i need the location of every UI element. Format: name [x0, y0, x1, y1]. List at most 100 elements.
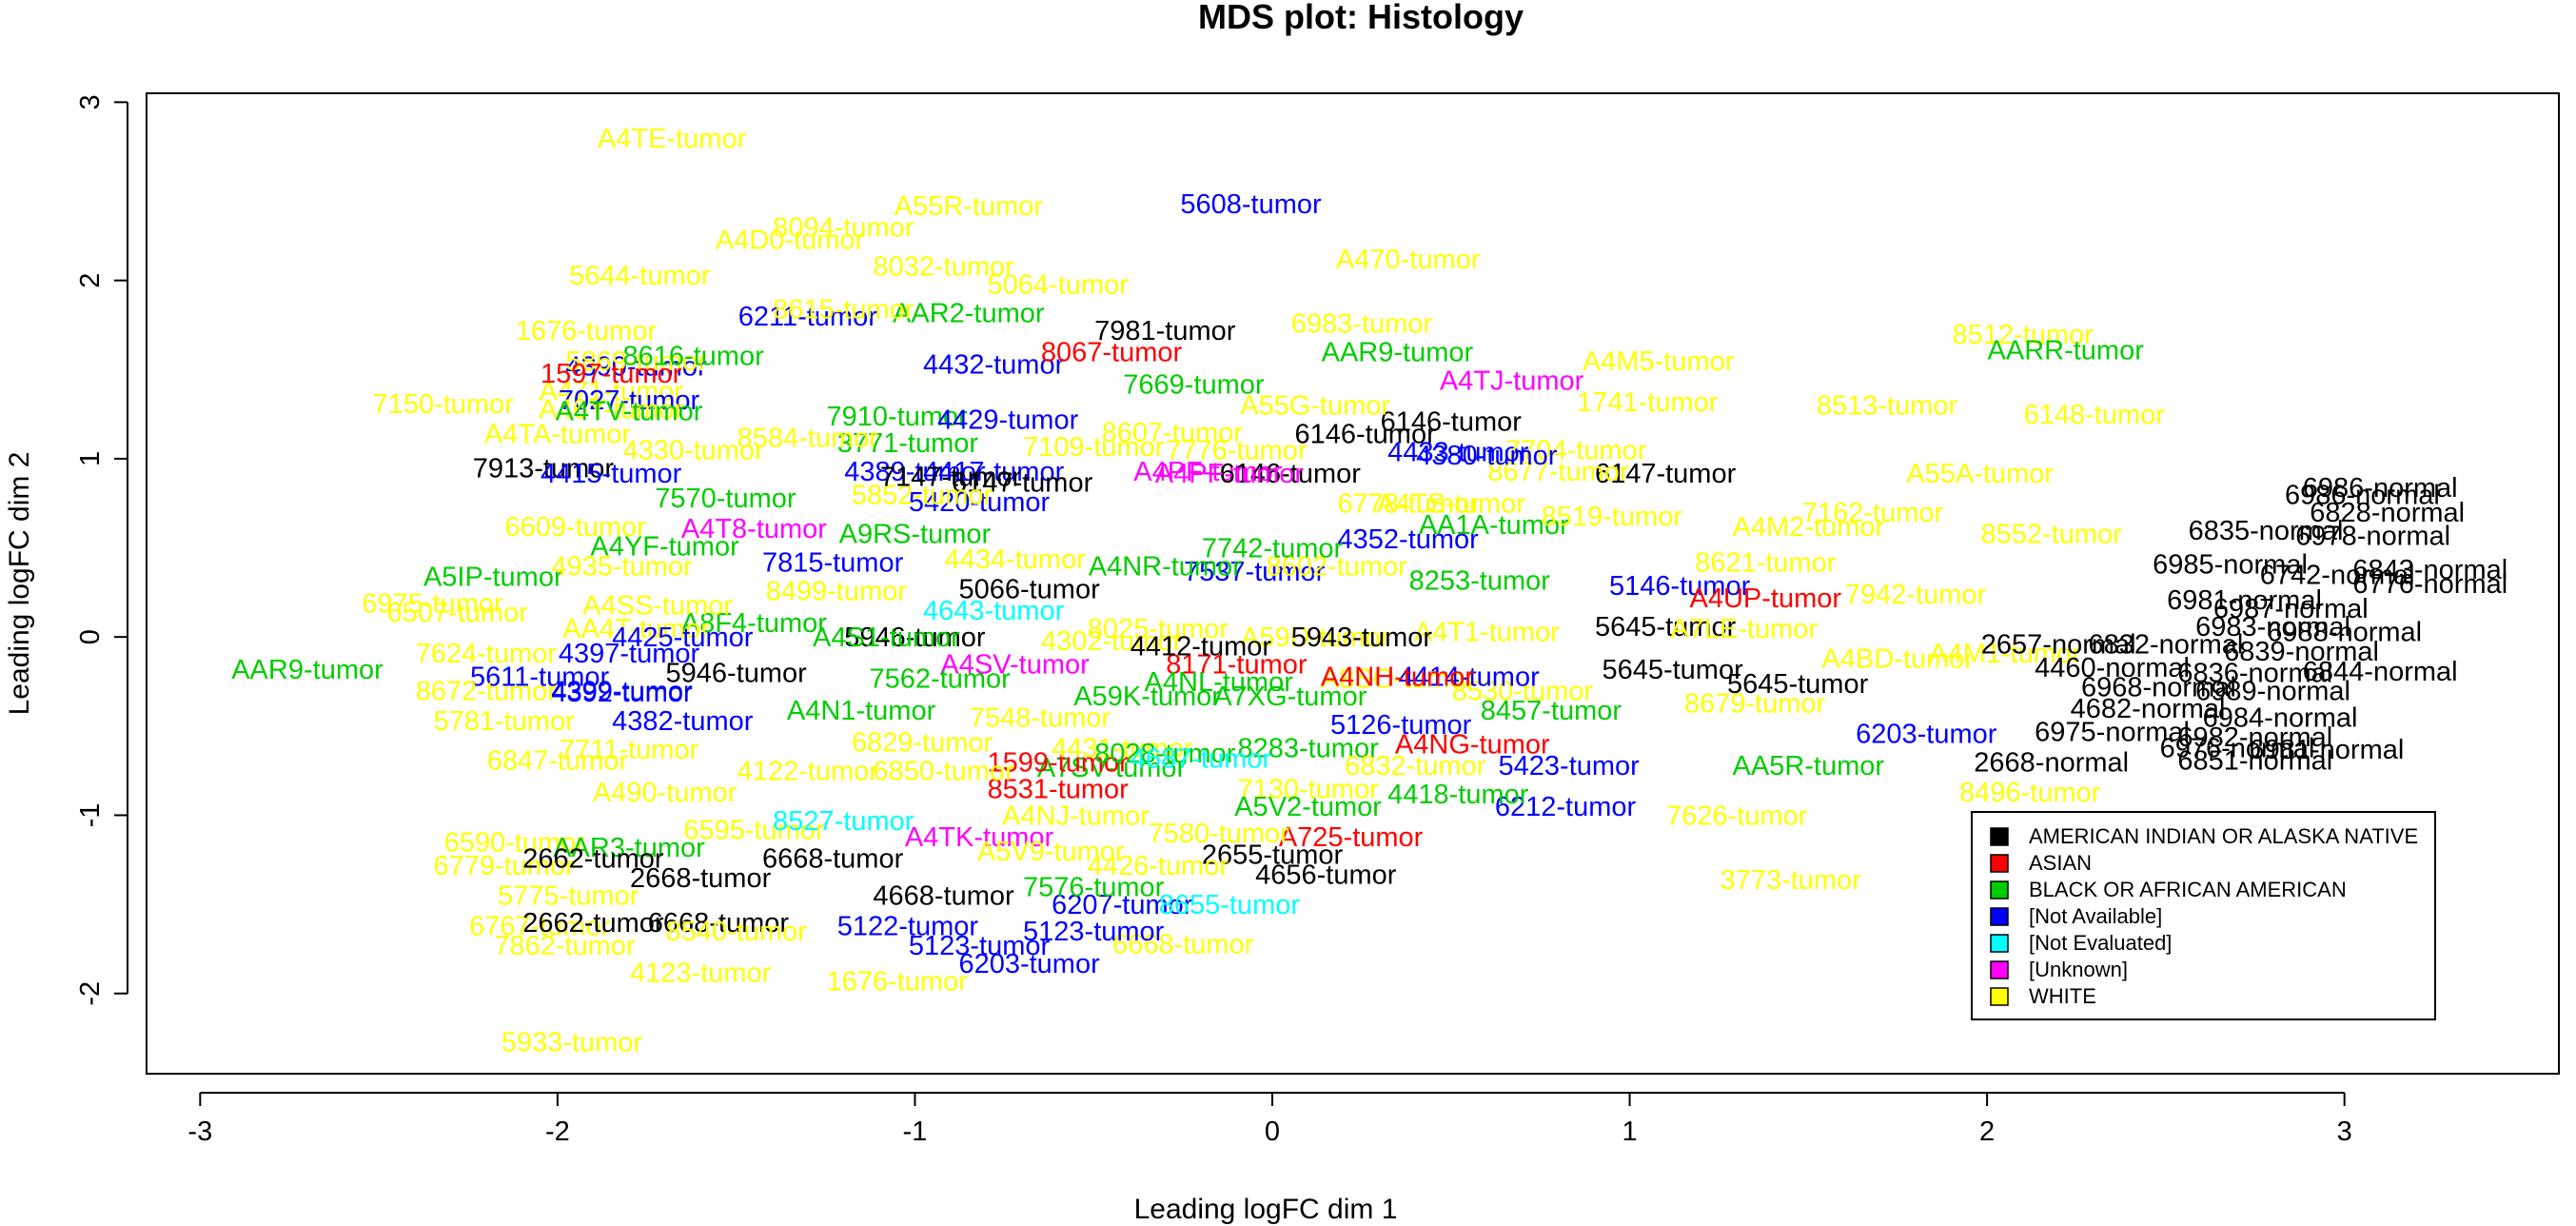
- point-label: 4935-tumor: [551, 551, 693, 582]
- point-label: 4415-tumor: [541, 459, 682, 489]
- point-label: A59K-tumor: [1073, 682, 1221, 712]
- point-label: 5645-tumor: [1595, 612, 1737, 643]
- point-label: 1599-tumor: [988, 747, 1130, 778]
- point-label: 6985-normal: [2153, 549, 2308, 580]
- point-label: 6203-tumor: [1856, 719, 1997, 749]
- point-label: 1676-tumor: [516, 316, 658, 346]
- point-label: 8032-tumor: [873, 252, 1014, 283]
- point-label: 8679-tumor: [1684, 689, 1826, 720]
- point-label: 7626-tumor: [1666, 801, 1808, 832]
- point-label: A4PF-tumor: [1133, 457, 1283, 487]
- point-label: A55R-tumor: [895, 191, 1044, 222]
- point-label: 5933-tumor: [501, 1027, 643, 1058]
- point-label: A5V2-tumor: [1234, 792, 1382, 822]
- point-label: 8607-tumor: [1102, 418, 1244, 448]
- legend-entry: AMERICAN INDIAN OR ALASKA NATIVE: [2029, 824, 2418, 848]
- point-label: AAR3-tumor: [553, 833, 705, 863]
- point-label: A8SO-tumor: [1321, 663, 1474, 694]
- point-label: 8499-tumor: [766, 577, 908, 607]
- point-label: 6146-tumor: [1294, 420, 1436, 450]
- point-label: 7669-tumor: [1123, 369, 1265, 400]
- legend-swatch: [1990, 987, 2009, 1006]
- point-label: 7570-tumor: [655, 484, 796, 514]
- legend-entry: [Unknown]: [2029, 958, 2128, 981]
- legend-entry: WHITE: [2029, 984, 2096, 1008]
- point-label: 8457-tumor: [1481, 696, 1622, 726]
- point-label: 7150-tumor: [373, 389, 515, 420]
- point-label: 4399-tumor: [551, 676, 693, 706]
- point-label: 4123-tumor: [630, 958, 772, 988]
- point-label: 6147-tumor: [952, 467, 1093, 498]
- point-label: A55G-tumor: [1240, 391, 1390, 422]
- legend-swatch: [1990, 907, 2009, 926]
- point-label: A8F4-tumor: [681, 608, 827, 639]
- point-label: 8513-tumor: [1817, 391, 1958, 422]
- point-label: 4412-tumor: [1131, 632, 1272, 662]
- point-label: 8519-tumor: [1542, 502, 1683, 532]
- point-label: 2668-normal: [1974, 747, 2129, 778]
- point-label: 4429-tumor: [937, 405, 1079, 436]
- point-label: 6850-tumor: [873, 757, 1014, 787]
- point-label: 8540-tumor: [666, 917, 808, 947]
- y-tick-label: 0: [75, 629, 106, 644]
- point-label: 6767-tumor: [469, 912, 611, 942]
- point-label: 5420-tumor: [909, 487, 1051, 518]
- point-label: A4TA-tumor: [484, 420, 632, 450]
- point-label: 7862-tumor: [494, 931, 636, 961]
- point-label: 6828-normal: [2310, 498, 2465, 528]
- y-axis: -2 -1 0 1 2 3: [75, 94, 128, 1006]
- point-label: 6212-tumor: [1495, 792, 1637, 822]
- point-label: 8067-tumor: [1041, 338, 1183, 368]
- point-label: 3771-tumor: [837, 428, 979, 459]
- point-label: 4380-tumor: [1416, 441, 1558, 471]
- point-label: 6595-tumor: [683, 815, 825, 845]
- point-label: A4T1-tumor: [1414, 618, 1560, 648]
- point-label: 6981-normal: [2167, 585, 2322, 616]
- point-label: 8171-tumor: [1166, 649, 1308, 680]
- point-label: 1741-tumor: [1577, 387, 1719, 418]
- point-label: 4434-tumor: [944, 544, 1086, 575]
- point-label: 5775-tumor: [498, 881, 639, 912]
- point-label: 8496-tumor: [1959, 778, 2101, 808]
- point-label: A4NL-tumor: [1145, 667, 1294, 698]
- point-label: A4TJ-tumor: [1440, 366, 1584, 397]
- point-label: 8672-tumor: [416, 676, 558, 706]
- point-label: A470-tumor: [1336, 245, 1481, 275]
- x-tick-label: 1: [1622, 1117, 1637, 1147]
- point-label: 7711-tumor: [560, 735, 698, 765]
- y-axis-label: Leading logFC dim 2: [4, 452, 35, 716]
- point-label: 4392-tumor: [551, 678, 693, 708]
- x-tick-label: 2: [1979, 1117, 1995, 1147]
- point-label: 4687-tumor: [1131, 744, 1272, 775]
- point-label: A7SV-tumor: [1037, 753, 1187, 783]
- point-label: 6976-normal: [2160, 733, 2315, 763]
- point-label: A5IP-tumor: [423, 563, 563, 593]
- point-label: 8602-tumor: [1266, 551, 1407, 582]
- point-label: 4431-tumor: [1052, 733, 1193, 763]
- x-axis-label: Leading logFC dim 1: [1134, 1194, 1398, 1225]
- point-label: 6975-normal: [2035, 717, 2190, 747]
- x-tick-label: 3: [2337, 1117, 2352, 1147]
- plot-frame: [146, 92, 2560, 1075]
- point-label: 6983-normal: [2195, 612, 2350, 643]
- point-label: 7981-tumor: [1094, 316, 1236, 346]
- point-label: 6203-tumor: [958, 949, 1100, 979]
- y-tick-label: -2: [75, 981, 106, 1006]
- point-label: 8512-tumor: [1953, 320, 2094, 350]
- legend-box: [1971, 811, 2436, 1020]
- point-label: 4656-tumor: [1255, 860, 1397, 890]
- point-label: 7130-tumor: [1237, 774, 1379, 804]
- point-label: 6148-tumor: [2024, 400, 2166, 430]
- point-label: A4NG-tumor: [1395, 730, 1550, 761]
- point-label: A4TS-tumor: [1377, 489, 1526, 520]
- point-label: 8615-tumor: [773, 295, 914, 326]
- point-label: 6835-normal: [2189, 516, 2344, 546]
- point-label: 2655-tumor: [1202, 840, 1344, 871]
- legend-swatch: [1990, 934, 2009, 953]
- legend-swatch: [1990, 880, 2009, 900]
- point-label: 6982-normal: [2177, 722, 2332, 753]
- point-label: A4NJ-tumor: [1002, 801, 1150, 832]
- point-label: AA5R-tumor: [1733, 751, 1885, 781]
- point-label: 5645-tumor: [1602, 655, 1743, 685]
- point-label: 4382-tumor: [612, 706, 754, 737]
